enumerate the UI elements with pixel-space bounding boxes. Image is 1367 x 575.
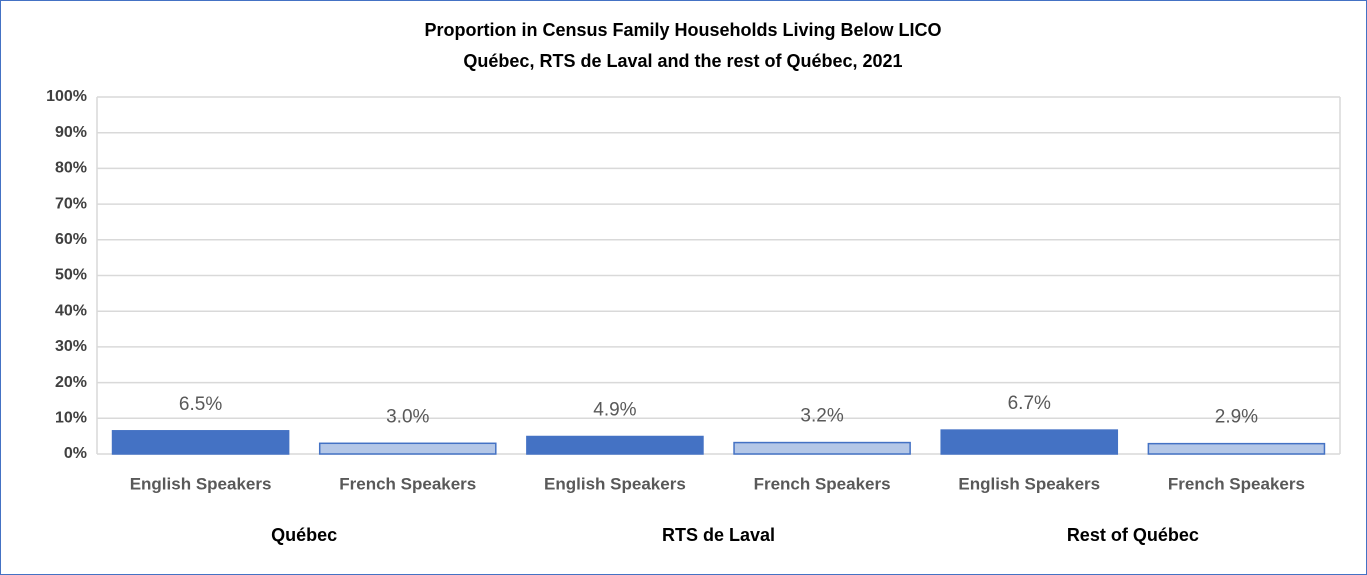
y-tick-label: 80% — [55, 160, 87, 177]
y-tick-label: 70% — [55, 195, 87, 212]
y-tick-label: 50% — [55, 267, 87, 284]
y-tick-label: 90% — [55, 124, 87, 141]
bar — [1147, 442, 1326, 455]
value-label: 6.5% — [179, 394, 222, 415]
bar — [940, 429, 1119, 455]
group-label: Québec — [271, 525, 337, 545]
chart-subtitle: Québec, RTS de Laval and the rest of Qué… — [463, 51, 902, 71]
bar — [733, 441, 911, 455]
x-tick-label: English Speakers — [130, 474, 272, 493]
group-label: RTS de Laval — [662, 525, 775, 545]
value-label: 3.2% — [800, 406, 843, 427]
chart-title: Proportion in Census Family Households L… — [424, 20, 941, 40]
x-tick-label: English Speakers — [958, 474, 1100, 493]
y-tick-label: 60% — [55, 231, 87, 248]
y-tick-label: 30% — [55, 338, 87, 355]
value-label: 3.0% — [386, 406, 429, 427]
y-tick-label: 20% — [55, 374, 87, 391]
bar — [111, 430, 290, 455]
x-tick-label: French Speakers — [1168, 474, 1305, 493]
bar — [318, 442, 497, 455]
x-tick-label: English Speakers — [544, 474, 686, 493]
y-tick-label: 100% — [46, 88, 87, 105]
value-label: 2.9% — [1215, 407, 1258, 428]
bar — [526, 435, 704, 455]
x-tick-label: French Speakers — [754, 474, 891, 493]
y-tick-label: 10% — [55, 410, 87, 427]
group-label: Rest of Québec — [1067, 525, 1199, 545]
x-tick-label: French Speakers — [339, 474, 476, 493]
y-tick-label: 0% — [64, 445, 87, 462]
value-label: 4.9% — [593, 400, 636, 421]
value-label: 6.7% — [1008, 393, 1051, 414]
y-tick-label: 40% — [55, 302, 87, 319]
